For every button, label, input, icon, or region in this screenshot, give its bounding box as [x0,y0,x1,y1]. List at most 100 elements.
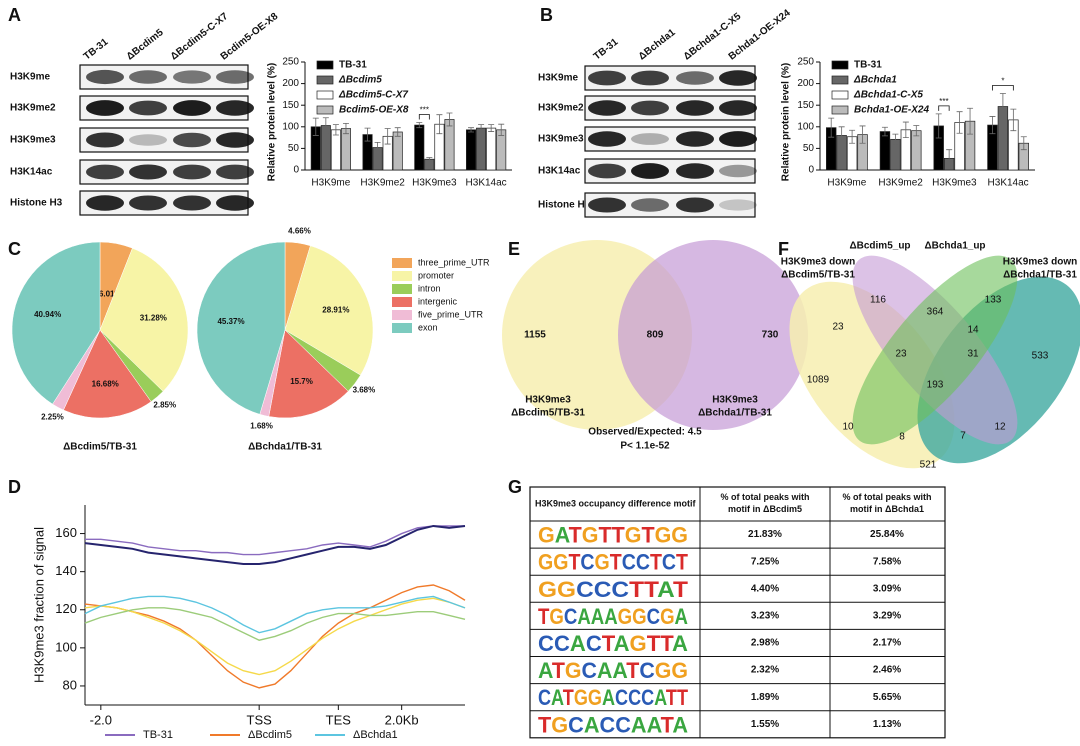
band [216,164,254,180]
error-bar [426,157,433,162]
band [129,195,167,211]
motif-logo: CATGGACCCATT [538,685,688,710]
legend-swatch [392,258,412,268]
venn-set-label: ΔBchda1/TB-31 [1003,270,1077,281]
table-cell: 5.65% [873,692,901,703]
y-tick-label: 100 [282,121,299,132]
legend-label: five_prime_UTR [418,309,484,319]
y-axis-label: H3K9me3 fraction of signal [31,527,46,683]
y-tick-label: 160 [55,525,77,540]
y-tick-label: 0 [293,165,299,176]
bar [444,119,455,171]
row-label: H3K9me2 [10,103,56,114]
error-bar [416,122,423,129]
table-cell: 3.29% [873,610,901,621]
venn-count: 10 [842,422,854,433]
y-tick-label: 200 [797,78,814,89]
legend-swatch [392,271,412,281]
legend-swatch [392,323,412,333]
slice-label: 16.68% [92,379,119,388]
row-label: H3K9me3 [538,134,584,145]
error-bar [436,114,443,135]
significance-bracket [938,105,950,111]
y-tick-label: 120 [55,601,77,616]
error-bar [935,113,942,139]
table-cell: 1.89% [751,692,779,703]
pie-slice [196,241,286,415]
y-axis-label: Relative protein level (%) [781,63,792,181]
panel-letter: F [778,239,789,259]
x-tick-label: 2.0Kb [385,712,419,727]
row-label: H3K9me3 [10,135,56,146]
slice-label: 3.68% [353,386,376,395]
venn-set [618,240,808,430]
panel-letter: D [8,477,21,497]
legend-label: ΔBchda1 [853,75,897,86]
table-header: H3K9me3 occupancy difference motif [535,498,697,508]
error-bar [902,121,909,138]
y-tick-label: 250 [282,57,299,68]
venn-count: 730 [762,330,779,341]
line-series [84,597,466,676]
pie-slice [99,247,189,392]
motif-logo: TGCACCAATA [538,712,688,737]
band [631,133,669,145]
venn-count: 14 [967,325,979,336]
x-tick-label: H3K14ac [466,178,507,189]
error-bar [1010,108,1017,132]
venn-count: 364 [927,307,944,318]
legend-label: three_prime_UTR [418,257,490,267]
y-tick-label: 150 [797,100,814,111]
lane-label: TB-31 [592,36,621,62]
error-bar [342,122,349,135]
error-bar [989,116,996,135]
venn-count: 23 [832,322,844,333]
legend-swatch [316,75,334,85]
band [173,132,211,148]
error-bar [881,126,888,137]
x-tick-label: H3K9me3 [932,178,977,189]
venn-count: 1155 [524,330,546,341]
y-tick-label: 100 [55,639,77,654]
legend-label: ΔBcdim5-C-X7 [338,90,408,101]
y-tick-label: 50 [803,143,815,154]
error-bar [956,111,963,134]
venn-set-label: ΔBcdim5/TB-31 [781,270,855,281]
line-series [84,584,466,689]
band [588,100,626,116]
error-bar [859,125,866,144]
legend-label: ΔBcdim5 [248,729,292,741]
band [129,134,167,146]
motif-logo: TGCAAAGGCGA [538,604,688,629]
x-tick-label: -2.0 [90,712,112,727]
x-tick-label: H3K14ac [988,178,1029,189]
legend-label: Bcdim5-OE-X8 [339,105,409,116]
table-cell: 1.13% [873,719,901,730]
legend-swatch [831,60,849,70]
x-tick-label: H3K9me2 [878,178,923,189]
band [216,100,254,116]
table-header: % of total peaks with motif in ΔBchda1 [842,492,931,514]
bar [466,129,477,171]
line-series [84,595,466,634]
line-series [84,524,466,566]
row-label: Histone H3 [538,200,591,211]
lane-label: TB-31 [82,36,111,62]
band [129,164,167,180]
band [719,164,757,178]
bar [340,128,351,171]
band [216,70,254,84]
row-label: H3K9me [538,73,578,84]
pie-slice [11,241,101,405]
lane-label: ΔBcdim5 [125,27,166,63]
error-bar [913,125,920,137]
pie-slice [63,329,152,419]
venn-set-label: H3K9me3 [525,395,571,406]
band [719,100,757,116]
slice-label: 2.85% [153,401,176,410]
legend-swatch [316,90,334,100]
table-cell: 2.98% [751,638,779,649]
error-bar [828,117,835,138]
band [86,164,124,180]
